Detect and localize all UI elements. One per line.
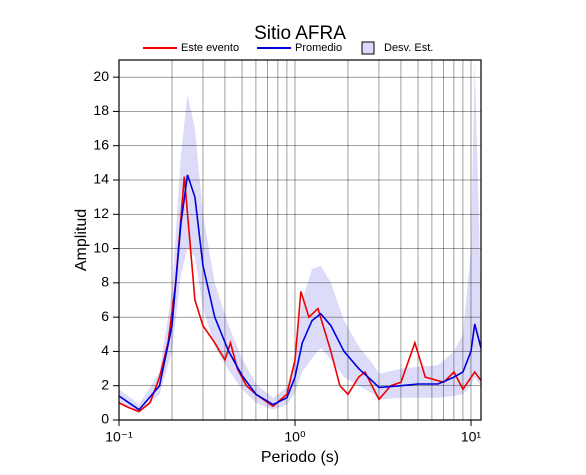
y-tick-label: 10 [93, 239, 109, 255]
x-tick-label: 10⁰ [284, 429, 306, 445]
x-axis-label: Periodo (s) [261, 449, 339, 466]
y-tick-label: 18 [93, 102, 109, 118]
legend-label: Promedio [295, 42, 342, 54]
x-tick-label: 10¹ [461, 429, 482, 445]
plot-frame [118, 59, 482, 421]
y-tick-label: 12 [93, 205, 109, 221]
y-tick-label: 4 [101, 342, 109, 358]
y-tick-label: 8 [101, 274, 109, 290]
y-tick-label: 16 [93, 136, 109, 152]
x-tick-label: 10⁻¹ [105, 429, 133, 445]
legend-label: Este evento [181, 42, 239, 54]
y-tick-label: 20 [93, 68, 109, 84]
y-tick-label: 14 [93, 171, 109, 187]
y-tick-label: 0 [101, 411, 109, 427]
legend-label: Desv. Est. [384, 42, 433, 54]
y-tick-label: 6 [101, 308, 109, 324]
legend-swatch [361, 41, 375, 55]
series-line [118, 174, 482, 411]
y-tick-label: 2 [101, 376, 109, 392]
chart-title: Sitio AFRA [254, 23, 346, 44]
std-band [119, 60, 481, 414]
y-axis-label: Amplitud [73, 209, 90, 271]
